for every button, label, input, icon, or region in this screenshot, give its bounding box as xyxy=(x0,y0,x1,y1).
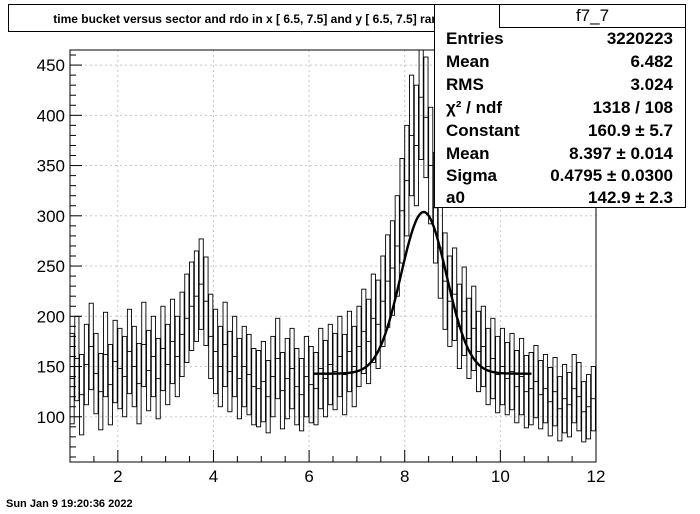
x-tick-label: 10 xyxy=(491,467,510,486)
datestamp: Sun Jan 9 19:20:36 2022 xyxy=(6,498,133,510)
chart-title-box: time bucket versus sector and rdo in x [… xyxy=(8,4,498,32)
axes: 2 4 6 8 10 12 100 150 200 250 300 350 400 450 xyxy=(37,54,606,486)
chart-title: time bucket versus sector and rdo in x [… xyxy=(53,12,453,26)
stats-value: 6.482 xyxy=(630,52,673,71)
fit-curve xyxy=(313,210,532,375)
y-tick-label: 350 xyxy=(37,157,65,176)
stats-row-rms: RMS 3.024 xyxy=(435,74,685,97)
stats-row-constant: Constant 160.9 ± 5.7 xyxy=(435,120,685,143)
y-tick-label: 100 xyxy=(37,408,65,427)
x-tick-label: 6 xyxy=(304,467,313,486)
x-tick-label: 12 xyxy=(587,467,606,486)
stats-key: Sigma xyxy=(446,166,498,185)
stats-key: Entries xyxy=(446,29,504,48)
stats-box: f7_7 Entries 3220223 Mean 6.482 RMS 3.02… xyxy=(434,4,686,208)
stats-histogram-name: f7_7 xyxy=(499,5,685,28)
stats-value: 8.397 ± 0.014 xyxy=(569,144,673,163)
stats-value: 1318 / 108 xyxy=(592,98,673,117)
stats-row-entries: Entries 3220223 xyxy=(435,28,685,51)
y-tick-label: 200 xyxy=(37,307,65,326)
stats-row-fit-mean: Mean 8.397 ± 0.014 xyxy=(435,143,685,166)
stats-key: Mean xyxy=(446,52,490,71)
stats-row-sigma: Sigma 0.4795 ± 0.0300 xyxy=(435,165,685,188)
histogram-bins xyxy=(69,49,596,443)
stats-value: 3.024 xyxy=(630,75,673,94)
y-tick-label: 400 xyxy=(37,106,65,125)
stats-row-chi2: χ² / ndf 1318 / 108 xyxy=(435,97,685,120)
stats-key: Constant xyxy=(446,121,520,140)
histogram-bin xyxy=(418,49,424,160)
stats-row-mean: Mean 6.482 xyxy=(435,51,685,74)
y-tick-label: 250 xyxy=(37,257,65,276)
x-tick-label: 2 xyxy=(113,467,122,486)
stats-value: 160.9 ± 5.7 xyxy=(588,121,673,140)
stats-value: 142.9 ± 2.3 xyxy=(588,188,673,207)
y-tick-label: 300 xyxy=(37,207,65,226)
stats-key: RMS xyxy=(446,75,484,94)
stats-key: χ² / ndf xyxy=(446,98,503,117)
stats-value: 0.4795 ± 0.0300 xyxy=(550,166,673,185)
y-tick-label: 150 xyxy=(37,358,65,377)
stats-row-a0: a0 142.9 ± 2.3 xyxy=(435,187,685,210)
stats-value: 3220223 xyxy=(606,29,673,48)
stats-key: a0 xyxy=(446,188,465,207)
x-tick-label: 8 xyxy=(400,467,409,486)
y-tick-label: 450 xyxy=(37,56,65,75)
x-tick-label: 4 xyxy=(209,467,218,486)
stats-key: Mean xyxy=(446,144,490,163)
